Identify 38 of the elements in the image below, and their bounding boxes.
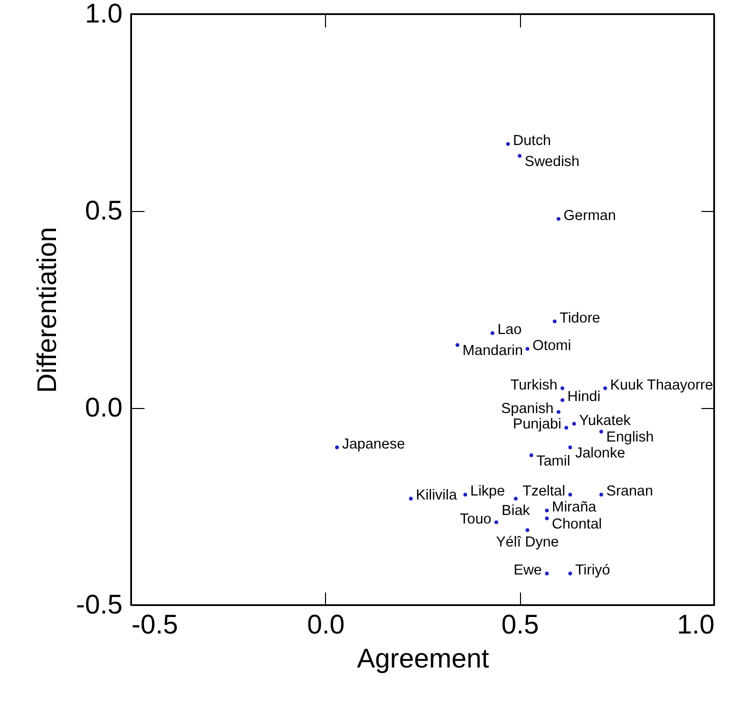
series-label: Miraña [552, 499, 598, 516]
series-label: German [564, 208, 616, 224]
y-tick-label: -0.5 [76, 590, 122, 620]
series-label: Dutch [513, 133, 551, 150]
series-label: Tidore [560, 310, 600, 326]
series-label: Yélî Dyne [496, 534, 559, 551]
series-label: Kilivila [416, 488, 458, 504]
series-label: Hindi [567, 389, 600, 406]
series-label: Lao [497, 322, 522, 338]
series-label: Swedish [524, 154, 580, 170]
y-tick-label: 0.5 [84, 196, 122, 226]
series-label: Biak [502, 503, 531, 520]
series-label: Yukatek [579, 412, 632, 429]
series-label: Tamil [536, 453, 570, 470]
series-label: Chontal [552, 516, 602, 532]
x-tick-label: 0.5 [501, 610, 539, 640]
series-label: Sranan [606, 484, 654, 500]
series-label: Spanish [501, 400, 554, 417]
series-label: Jalonke [575, 445, 626, 462]
x-tick-label: 0.0 [307, 610, 345, 640]
series-label: Tiriyó [575, 562, 610, 578]
series-label: Tzeltal [522, 484, 566, 500]
series-label: Kuuk Thaayorre [610, 377, 714, 394]
y-tick-label: 1.0 [84, 0, 122, 28]
series-label: Likpe [470, 484, 505, 500]
x-axis-title: Agreement [356, 644, 490, 674]
series-label: Otomi [532, 338, 572, 354]
series-label: Ewe [514, 562, 542, 578]
y-tick-label: 0.0 [84, 392, 122, 422]
y-axis-title: Differentiation [32, 226, 62, 394]
series-label: Mandarin [462, 342, 523, 359]
series-label: Japanese [342, 436, 405, 452]
x-tick-label: 1.0 [676, 610, 714, 640]
x-tick-label: -0.5 [132, 610, 178, 640]
series-label: Touo [460, 511, 492, 528]
series-label: English [606, 430, 654, 446]
series-label: Punjabi [512, 416, 562, 433]
series-label: Turkish [510, 377, 558, 394]
